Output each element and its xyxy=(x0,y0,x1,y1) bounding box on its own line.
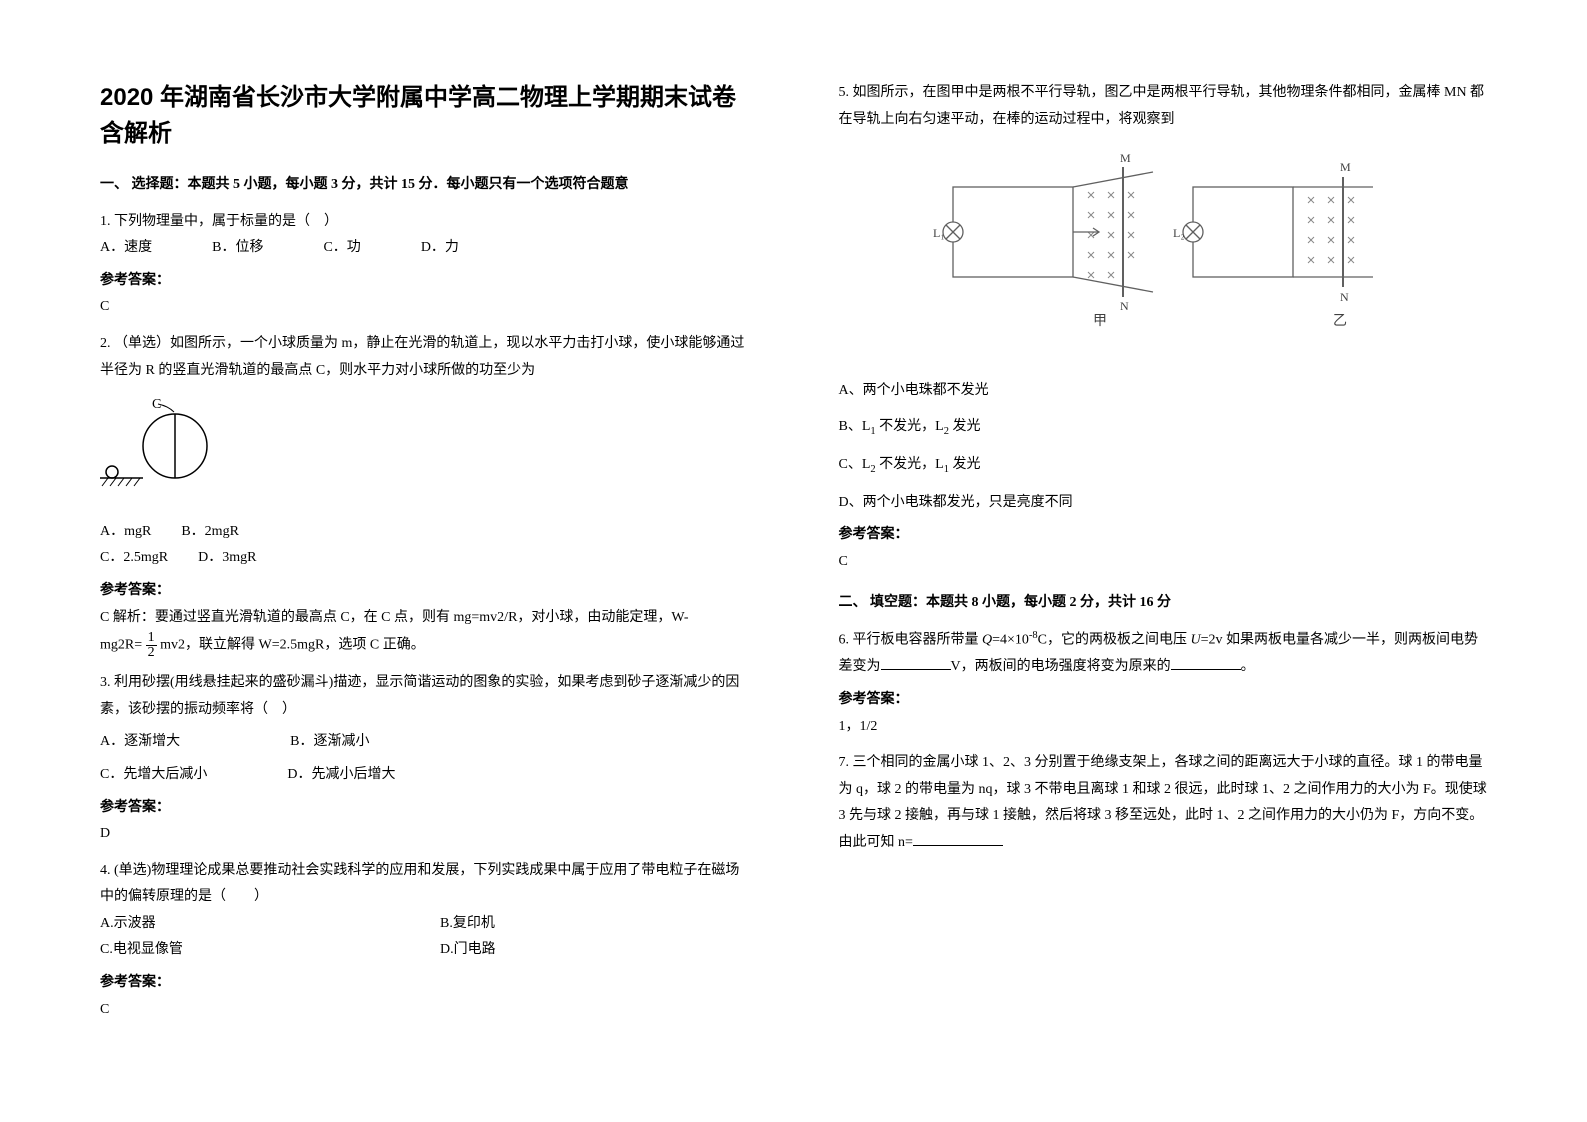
q1-opt-b: B．位移 xyxy=(212,235,263,262)
q2-frac-den: 2 xyxy=(146,646,157,660)
q5-stem: 5. 如图所示，在图甲中是两根不平行导轨，图乙中是两根平行导轨，其他物理条件都相… xyxy=(839,80,1488,133)
q5-answer: C xyxy=(839,549,1488,576)
svg-text:甲: 甲 xyxy=(1093,314,1107,327)
svg-text:M: M xyxy=(1340,160,1351,174)
q6-blank-2 xyxy=(1171,656,1241,670)
q2-ans-post: mv2，联立解得 W=2.5mgR，选项 C 正确。 xyxy=(160,638,425,653)
q5-opt-c: C、L2 不发光，L1 发光 xyxy=(839,452,1488,480)
q2-answer-line2: mg2R= 1 2 mv2，联立解得 W=2.5mgR，选项 C 正确。 xyxy=(100,631,749,660)
q3-options-row1: A．逐渐增大 B．逐渐减小 xyxy=(100,729,749,756)
q1-opt-d: D．力 xyxy=(421,235,459,262)
q1-options: A．速度 B．位移 C．功 D．力 xyxy=(100,235,749,262)
svg-text:L₁: L₁ xyxy=(933,226,945,240)
q3-answer: D xyxy=(100,821,749,848)
question-6: 6. 平行板电容器所带量 Q=4×10-8C，它的两极板之间电压 U=2v 如果… xyxy=(839,626,1488,740)
q5-opt-a: A、两个小电珠都不发光 xyxy=(839,378,1488,405)
q3-opt-b: B．逐渐减小 xyxy=(290,729,369,756)
q3-ans-label: 参考答案： xyxy=(100,795,749,822)
q6-stem: 6. 平行板电容器所带量 Q=4×10-8C，它的两极板之间电压 U=2v 如果… xyxy=(839,626,1488,681)
q7-blank xyxy=(913,832,1003,846)
q1-opt-a: A．速度 xyxy=(100,235,152,262)
question-4: 4. (单选)物理理论成果总要推动社会实践科学的应用和发展，下列实践成果中属于应… xyxy=(100,858,749,964)
q1-answer: C xyxy=(100,294,749,321)
q6-ans-label: 参考答案： xyxy=(839,687,1488,714)
q6-answer: 1，1/2 xyxy=(839,714,1488,741)
q1-ans-label: 参考答案： xyxy=(100,268,749,295)
q3-opt-d: D．先减小后增大 xyxy=(287,762,395,789)
question-7: 7. 三个相同的金属小球 1、2、3 分别置于绝缘支架上，各球之间的距离远大于小… xyxy=(839,750,1488,856)
q5-circuit-diagram: L₁ M N xyxy=(839,147,1488,338)
q4-opt-c: C.电视显像管 xyxy=(100,937,440,964)
q2-opt-c: C．2.5mgR xyxy=(100,545,168,572)
section-1-header: 一、 选择题：本题共 5 小题，每小题 3 分，共计 15 分．每小题只有一个选… xyxy=(100,172,749,199)
q2-track-diagram: C xyxy=(100,396,749,507)
svg-text:N: N xyxy=(1120,299,1129,313)
q4-opt-d: D.门电路 xyxy=(440,937,496,964)
question-5: 5. 如图所示，在图甲中是两根不平行导轨，图乙中是两根平行导轨，其他物理条件都相… xyxy=(839,80,1488,576)
section-2-header: 二、 填空题：本题共 8 小题，每小题 2 分，共计 16 分 xyxy=(839,590,1488,617)
question-1: 1. 下列物理量中，属于标量的是（ ） A．速度 B．位移 C．功 D．力 参考… xyxy=(100,209,749,321)
q2-fraction: 1 2 xyxy=(146,631,157,660)
q1-stem: 1. 下列物理量中，属于标量的是（ ） xyxy=(100,209,749,236)
svg-text:乙: 乙 xyxy=(1333,313,1347,327)
q5-opt-b: B、L1 不发光，L2 发光 xyxy=(839,414,1488,442)
q2-stem: 2. （单选）如图所示，一个小球质量为 m，静止在光滑的轨道上，现以水平力击打小… xyxy=(100,331,749,384)
q3-opt-c: C．先增大后减小 xyxy=(100,762,207,789)
q3-opt-a: A．逐渐增大 xyxy=(100,729,180,756)
q4-opt-b: B.复印机 xyxy=(440,911,495,938)
svg-text:L₂: L₂ xyxy=(1173,226,1185,240)
q2-options-row1: A．mgR B．2mgR xyxy=(100,519,749,546)
q4-options-row1: A.示波器 B.复印机 xyxy=(100,911,749,938)
q5-ans-label: 参考答案： xyxy=(839,522,1488,549)
q4-options-row2: C.电视显像管 D.门电路 xyxy=(100,937,749,964)
q2-opt-d: D．3mgR xyxy=(198,545,256,572)
svg-text:M: M xyxy=(1120,151,1131,165)
svg-text:N: N xyxy=(1340,290,1349,304)
q2-ans-label: 参考答案： xyxy=(100,578,749,605)
q6-blank-1 xyxy=(881,656,951,670)
q4-stem: 4. (单选)物理理论成果总要推动社会实践科学的应用和发展，下列实践成果中属于应… xyxy=(100,858,749,911)
q3-stem: 3. 利用砂摆(用线悬挂起来的盛砂漏斗)描迹，显示简谐运动的图象的实验，如果考虑… xyxy=(100,670,749,723)
q2-options-row2: C．2.5mgR D．3mgR xyxy=(100,545,749,572)
q2-opt-a: A．mgR xyxy=(100,519,151,546)
q3-options-row2: C．先增大后减小 D．先减小后增大 xyxy=(100,762,749,789)
q2-answer-line1: C 解析：要通过竖直光滑轨道的最高点 C，在 C 点，则有 mg=mv2/R，对… xyxy=(100,605,749,632)
q2-ans-mg2r: mg2R= xyxy=(100,638,142,653)
q4-answer: C xyxy=(100,997,749,1024)
q1-opt-c: C．功 xyxy=(323,235,360,262)
q2-frac-num: 1 xyxy=(146,631,157,646)
question-3: 3. 利用砂摆(用线悬挂起来的盛砂漏斗)描迹，显示简谐运动的图象的实验，如果考虑… xyxy=(100,670,749,848)
question-2: 2. （单选）如图所示，一个小球质量为 m，静止在光滑的轨道上，现以水平力击打小… xyxy=(100,331,749,660)
doc-title: 2020 年湖南省长沙市大学附属中学高二物理上学期期末试卷含解析 xyxy=(100,80,749,152)
q4-opt-a: A.示波器 xyxy=(100,911,440,938)
q5-opt-d: D、两个小电珠都发光，只是亮度不同 xyxy=(839,490,1488,517)
q4-ans-label: 参考答案： xyxy=(100,970,749,997)
q2-opt-b: B．2mgR xyxy=(181,519,239,546)
